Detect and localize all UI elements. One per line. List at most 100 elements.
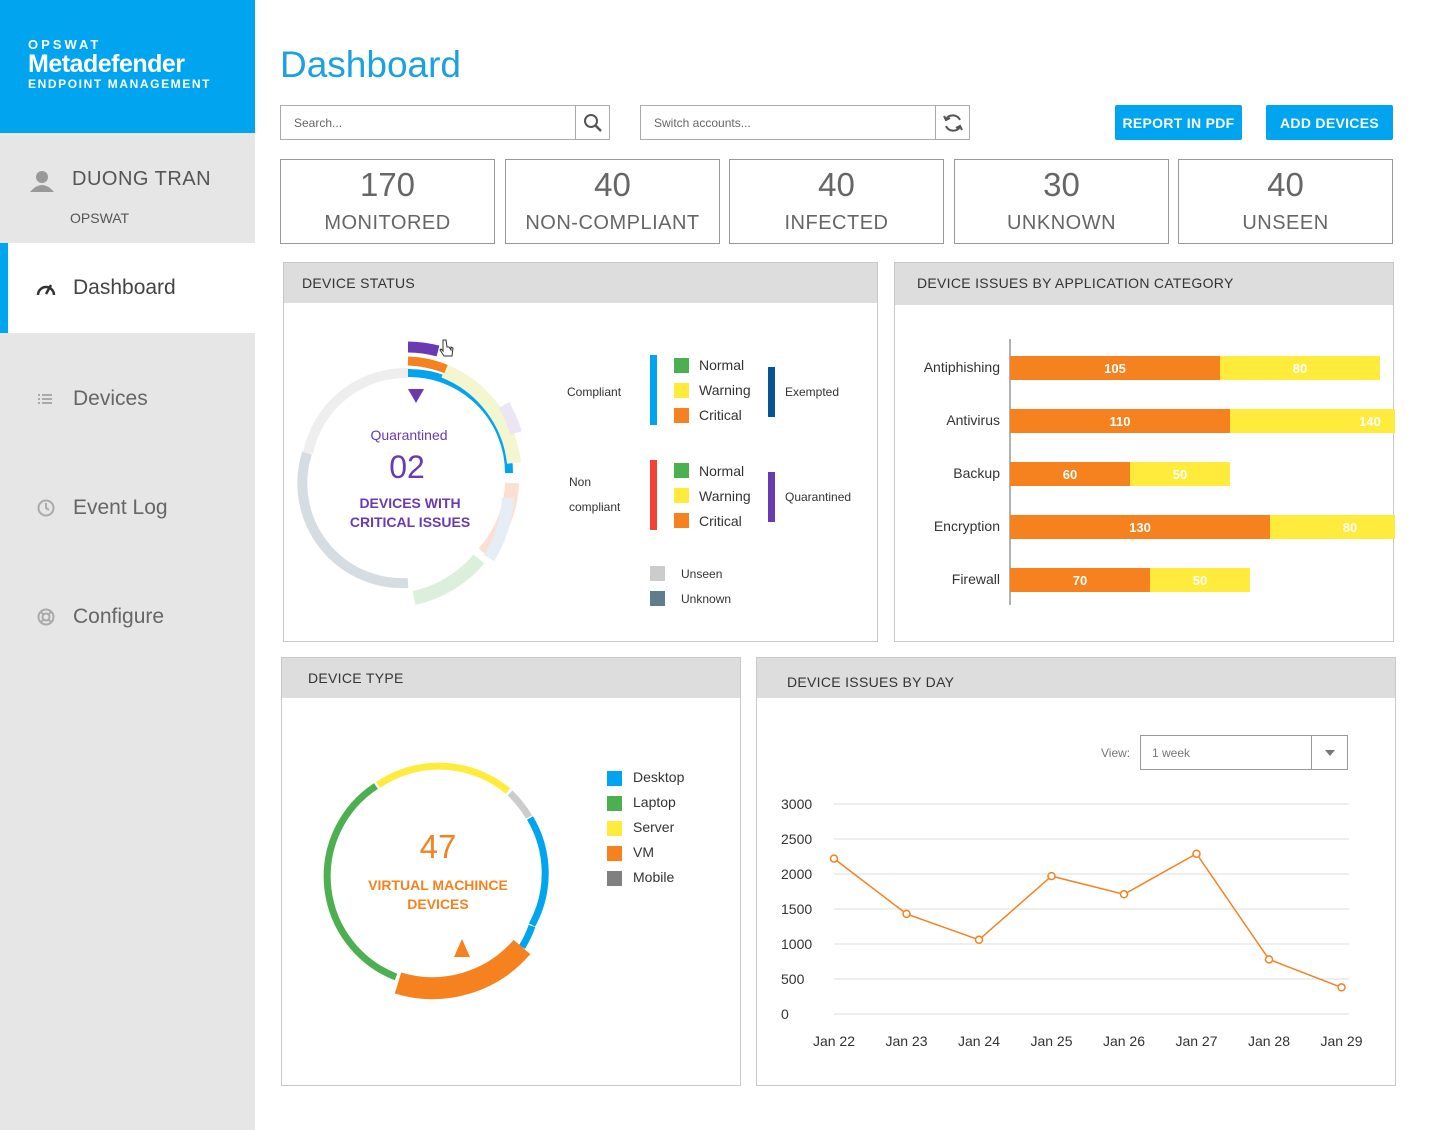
data-point[interactable] — [1264, 955, 1274, 964]
stat-non-compliant[interactable]: 40 NON-COMPLIANT — [505, 159, 720, 244]
ring-desktop-segment-2[interactable] — [518, 924, 536, 949]
ring-desktop-segment[interactable] — [526, 816, 549, 927]
report-pdf-button[interactable]: REPORT IN PDF — [1115, 105, 1242, 140]
y-tick-label: 0 — [781, 1006, 789, 1022]
legend-compliant-normal[interactable]: Normal — [699, 357, 745, 373]
panel-header: DEVICE TYPE — [282, 658, 740, 698]
stat-infected[interactable]: 40 INFECTED — [729, 159, 944, 244]
bar-category-label: Antivirus — [946, 412, 1000, 428]
x-tick-label: Jan 29 — [1320, 1033, 1362, 1049]
donut-line1: DEVICES WITH — [359, 495, 461, 511]
y-tick-label: 1500 — [781, 901, 812, 917]
legend-mobile[interactable]: Mobile — [633, 869, 675, 885]
donut-value: 02 — [389, 449, 425, 485]
user-icon — [30, 171, 54, 192]
legend-warning-swatch — [674, 383, 689, 398]
ring-quarantined-faded-segment[interactable] — [498, 401, 522, 435]
legend-non-critical[interactable]: Critical — [699, 513, 742, 529]
ring-normal-segment[interactable] — [412, 554, 485, 605]
legend-vm[interactable]: VM — [633, 844, 654, 860]
legend-laptop[interactable]: Laptop — [633, 794, 676, 810]
panel-title: DEVICE ISSUES BY DAY — [787, 674, 955, 690]
sidebar: OPSWAT Metadefender ENDPOINT MANAGEMENT … — [0, 0, 255, 1130]
device-type-donut[interactable] — [312, 743, 572, 1003]
bar-segment[interactable] — [1150, 568, 1250, 592]
ring-laptop-segment[interactable] — [323, 783, 398, 981]
vm-pointer-marker — [454, 939, 470, 957]
ring-exempted-segment[interactable] — [483, 497, 514, 562]
legend-non-label-2: compliant — [569, 500, 621, 514]
accounts-placeholder: Switch accounts... — [654, 116, 751, 130]
brand-line2: Metadefender — [28, 50, 185, 78]
legend-desktop[interactable]: Desktop — [633, 769, 685, 785]
sidebar-item-devices[interactable]: Devices — [0, 354, 255, 444]
bar-category-label: Firewall — [952, 571, 1000, 587]
legend-server-swatch — [607, 821, 622, 836]
view-select[interactable]: 1 week — [1140, 735, 1348, 770]
data-point[interactable] — [1047, 871, 1056, 881]
legend-warning-swatch — [674, 488, 689, 503]
ring-server-segment[interactable] — [376, 762, 511, 794]
bar-value-label: 80 — [1293, 361, 1307, 376]
data-point[interactable] — [1337, 983, 1346, 992]
search-button[interactable] — [575, 106, 609, 139]
ring-critical-segment[interactable] — [407, 356, 448, 374]
legend-compliant-warning[interactable]: Warning — [699, 382, 751, 398]
device-status-donut[interactable] — [284, 323, 554, 613]
data-point[interactable] — [1192, 849, 1201, 858]
panel-title: DEVICE STATUS — [302, 275, 416, 291]
legend-unknown-label[interactable]: Unknown — [681, 592, 732, 606]
legend-compliant-critical[interactable]: Critical — [699, 407, 742, 423]
bar-value-label: 60 — [1063, 467, 1077, 482]
sidebar-item-configure[interactable]: Configure — [0, 572, 255, 662]
bar-segment[interactable] — [1220, 356, 1380, 380]
legend-unseen-label[interactable]: Unseen — [681, 567, 723, 581]
bar-segment[interactable] — [1010, 409, 1230, 433]
add-devices-button[interactable]: ADD DEVICES — [1266, 105, 1393, 140]
ring-unseen-segment[interactable] — [303, 367, 409, 455]
ring-unknown-segment[interactable] — [297, 451, 409, 589]
sidebar-item-event-log[interactable]: Event Log — [0, 463, 255, 553]
switch-accounts-input[interactable]: Switch accounts... — [640, 105, 970, 140]
stat-unseen[interactable]: 40 UNSEEN — [1178, 159, 1393, 244]
brand-logo[interactable]: OPSWAT Metadefender ENDPOINT MANAGEMENT — [0, 0, 255, 133]
bar-segment[interactable] — [1130, 462, 1230, 486]
y-tick-label: 1000 — [781, 936, 812, 952]
data-point[interactable] — [902, 909, 911, 919]
issues-by-day-panel: DEVICE ISSUES BY DAY View: 1 week 3000 25… — [756, 657, 1396, 1086]
stat-monitored[interactable]: 170 MONITORED — [280, 159, 495, 244]
ring-vm-segment[interactable] — [394, 939, 531, 1000]
bar-value-label: 130 — [1129, 520, 1151, 535]
data-point[interactable] — [1119, 890, 1129, 899]
data-point[interactable] — [829, 854, 839, 863]
bar-segment[interactable] — [1230, 409, 1395, 433]
data-point[interactable] — [974, 935, 984, 945]
refresh-button[interactable] — [935, 106, 969, 139]
ring-warning-segment[interactable] — [441, 364, 521, 464]
legend-non-warning[interactable]: Warning — [699, 488, 751, 504]
legend-server[interactable]: Server — [633, 819, 675, 835]
ring-quarantined-segment[interactable] — [407, 341, 440, 357]
search-input[interactable]: Search... — [280, 105, 610, 140]
panel-title: DEVICE TYPE — [308, 670, 404, 686]
view-select-toggle[interactable] — [1311, 736, 1347, 769]
bar-segment[interactable] — [1010, 356, 1220, 380]
legend-exempted-label[interactable]: Exempted — [785, 385, 840, 399]
bar-segment[interactable] — [1010, 515, 1270, 539]
bar-segment[interactable] — [1270, 515, 1395, 539]
stat-label: INFECTED — [784, 212, 889, 234]
bar-segment[interactable] — [1010, 568, 1150, 592]
bar-value-label: 80 — [1343, 520, 1357, 535]
stat-unknown[interactable]: 30 UNKNOWN — [954, 159, 1169, 244]
x-tick-label: Jan 28 — [1248, 1033, 1290, 1049]
legend-mobile-swatch — [607, 871, 622, 886]
x-tick-label: Jan 23 — [885, 1033, 927, 1049]
donut-line1: VIRTUAL MACHINCE — [368, 877, 508, 893]
stat-value: 40 — [594, 166, 631, 203]
legend-quarantined-label[interactable]: Quarantined — [785, 490, 852, 504]
sidebar-item-dashboard[interactable]: Dashboard — [0, 243, 255, 333]
ring-mobile-segment[interactable] — [507, 790, 533, 819]
legend-non-normal[interactable]: Normal — [699, 463, 745, 479]
bar-segment[interactable] — [1010, 462, 1130, 486]
legend-desktop-swatch — [607, 771, 622, 786]
